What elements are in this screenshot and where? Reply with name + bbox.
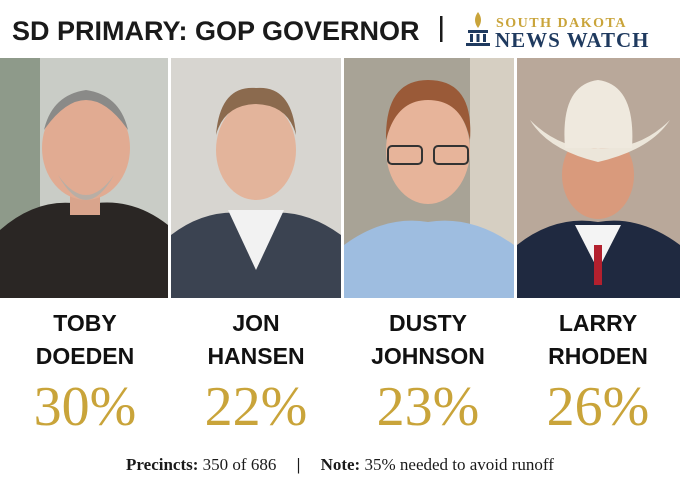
last-name: HANSEN (207, 343, 304, 369)
note-label: Note: (321, 455, 361, 474)
first-name: DUSTY (389, 310, 467, 336)
first-name: LARRY (559, 310, 637, 336)
last-name: DOEDEN (36, 343, 134, 369)
logo-icon (466, 12, 490, 46)
title: SD PRIMARY: GOP GOVERNOR (12, 16, 420, 46)
percent: 23% (377, 376, 480, 438)
first-name: JON (232, 310, 279, 336)
footer: Precincts: 350 of 686 | Note: 35% needed… (126, 455, 554, 474)
note-value: 35% needed to avoid runoff (364, 455, 554, 474)
percent: 22% (205, 376, 308, 438)
footer-separator: | (297, 455, 301, 474)
percent: 26% (547, 376, 650, 438)
logo-top: SOUTH DAKOTA (496, 16, 627, 31)
last-name: RHODEN (548, 343, 648, 369)
first-name: TOBY (53, 310, 116, 336)
photo-doeden (0, 58, 168, 298)
logo-bottom: NEWS WATCH (495, 28, 650, 52)
precincts-value: 350 of 686 (203, 455, 277, 474)
photo-johnson (344, 58, 514, 298)
percent: 30% (34, 376, 137, 438)
last-name: JOHNSON (371, 343, 485, 369)
photo-hansen (171, 58, 341, 298)
divider (440, 16, 443, 42)
precincts-label: Precincts: (126, 455, 198, 474)
candidates: TOBY DOEDEN 30% JON HANSEN 22% DUSTY JOHNSON 23%… (34, 310, 650, 438)
photo-rhoden (517, 58, 680, 298)
